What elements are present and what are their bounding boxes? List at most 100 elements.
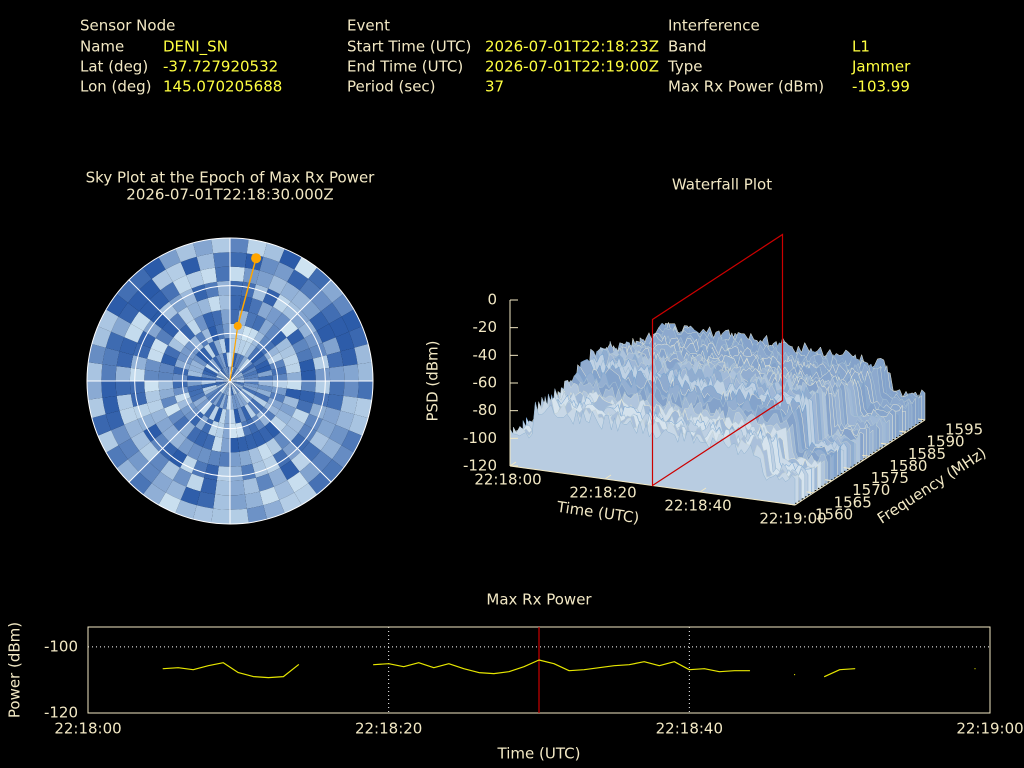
sky-cell bbox=[187, 369, 203, 378]
sky-cell bbox=[329, 316, 349, 338]
sky-cell bbox=[88, 397, 106, 418]
sky-cell bbox=[161, 320, 180, 338]
freq-tick-label: 1570 bbox=[852, 481, 890, 499]
sky-cell bbox=[272, 294, 291, 313]
sky-cell bbox=[320, 302, 342, 324]
field-value: L1 bbox=[852, 38, 870, 56]
sky-cell bbox=[287, 269, 309, 291]
sky-cell bbox=[211, 436, 223, 452]
sky-cell bbox=[246, 505, 267, 523]
sky-cell bbox=[203, 366, 218, 376]
sky-cell bbox=[271, 366, 287, 376]
sky-cell bbox=[299, 358, 316, 372]
sky-cell bbox=[194, 314, 209, 332]
sky-cell bbox=[242, 386, 257, 396]
sky-cell bbox=[282, 353, 300, 367]
sky-cell bbox=[241, 388, 255, 399]
sky-cell bbox=[203, 386, 218, 396]
sky-cell bbox=[155, 328, 174, 346]
sky-cell bbox=[260, 407, 276, 422]
sky-cell bbox=[215, 422, 225, 438]
sky-cell bbox=[291, 338, 310, 354]
field-value: -37.727920532 bbox=[163, 58, 278, 76]
sky-cell bbox=[285, 388, 301, 400]
sky-cell bbox=[270, 415, 287, 432]
sky-cell bbox=[286, 328, 305, 346]
sky-cell bbox=[280, 281, 300, 302]
field-value: 2026-07-01T22:18:23Z bbox=[485, 38, 659, 56]
sky-cell bbox=[160, 281, 180, 302]
sky-cell bbox=[142, 483, 166, 505]
sky-cell bbox=[86, 362, 103, 381]
sky-cell bbox=[230, 381, 234, 396]
time-tick-label: 22:18:40 bbox=[664, 497, 731, 515]
sky-cell bbox=[190, 391, 206, 403]
sky-cell bbox=[254, 391, 270, 403]
sky-cell bbox=[173, 386, 189, 396]
sky-cell bbox=[160, 353, 178, 367]
z-tick-label: -80 bbox=[473, 401, 498, 419]
sky-cell bbox=[119, 406, 138, 425]
sky-cell bbox=[265, 437, 283, 456]
sky-cell bbox=[251, 430, 266, 448]
sky-cell bbox=[139, 300, 160, 321]
sky-cell bbox=[130, 355, 148, 370]
time-tick-label: 22:18:20 bbox=[569, 484, 636, 502]
y-axis-title: Power (dBm) bbox=[6, 622, 24, 718]
sky-cell bbox=[111, 316, 131, 338]
sky-cell bbox=[150, 310, 170, 329]
sky-cell bbox=[91, 326, 112, 348]
sky-cell bbox=[230, 338, 236, 353]
sky-subtitle: 2026-07-01T22:18:30.000Z bbox=[126, 186, 333, 204]
y-tick-label: -120 bbox=[44, 704, 78, 722]
sky-cell bbox=[179, 324, 196, 341]
sky-cell bbox=[329, 381, 345, 396]
field-label: Lon (deg) bbox=[80, 78, 152, 96]
track-stem bbox=[229, 325, 239, 382]
sky-cell bbox=[290, 310, 310, 329]
sky-cell bbox=[321, 279, 344, 303]
sky-cell bbox=[101, 381, 117, 398]
sky-cell bbox=[332, 293, 354, 317]
sky-cell bbox=[196, 491, 216, 509]
azimuth-spoke bbox=[229, 279, 332, 382]
sky-cell bbox=[309, 311, 330, 331]
sky-cell bbox=[217, 381, 230, 390]
sky-cell bbox=[267, 352, 283, 365]
sky-cell bbox=[169, 449, 188, 468]
sky-cell bbox=[252, 284, 269, 302]
sky-cell bbox=[230, 375, 244, 381]
sky-cell bbox=[230, 395, 234, 410]
sky-cell bbox=[226, 381, 230, 396]
sky-cell bbox=[275, 337, 292, 353]
sky-cell bbox=[221, 381, 230, 394]
sky-cell bbox=[279, 492, 302, 514]
sky-cell bbox=[208, 405, 220, 421]
sky-cell bbox=[192, 395, 208, 408]
field-value: 2026-07-01T22:19:00Z bbox=[485, 58, 659, 76]
sky-cell bbox=[233, 394, 241, 409]
sky-cell bbox=[272, 381, 288, 389]
sky-cell bbox=[250, 350, 264, 364]
sky-cell bbox=[216, 280, 230, 296]
sky-cell bbox=[209, 391, 222, 404]
time-tick-label: 22:19:00 bbox=[759, 510, 826, 528]
sky-cell bbox=[237, 356, 248, 370]
sky-cell bbox=[230, 381, 239, 394]
sky-cell bbox=[244, 433, 258, 451]
freq-tick-label: 1565 bbox=[834, 493, 872, 511]
sky-cell bbox=[218, 295, 230, 311]
sky-cell bbox=[200, 477, 217, 495]
sky-cell bbox=[139, 441, 160, 462]
sky-cell bbox=[186, 270, 205, 289]
sky-cell bbox=[258, 375, 273, 381]
sky-cell bbox=[218, 338, 227, 354]
x-tick-label: 22:19:00 bbox=[956, 720, 1023, 738]
sky-cell bbox=[129, 367, 145, 381]
sky-cell bbox=[150, 433, 170, 452]
sky-cell bbox=[343, 381, 359, 398]
field-label: Start Time (UTC) bbox=[347, 38, 471, 56]
sky-cell bbox=[129, 381, 145, 395]
sky-title: Sky Plot at the Epoch of Max Rx Power bbox=[86, 169, 376, 187]
sky-cell bbox=[187, 375, 202, 381]
